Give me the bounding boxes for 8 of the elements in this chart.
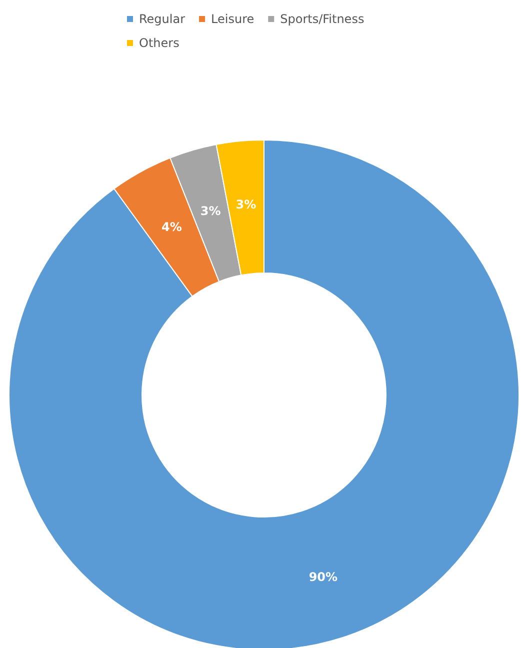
data-label: 3% <box>200 204 221 218</box>
legend-label: Leisure <box>211 12 254 26</box>
legend-label: Sports/Fitness <box>280 12 364 26</box>
data-label: 90% <box>308 570 338 584</box>
data-label: 4% <box>162 220 182 234</box>
legend-label: Others <box>139 36 180 50</box>
legend-label: Regular <box>139 12 186 26</box>
data-label: 3% <box>236 197 256 212</box>
